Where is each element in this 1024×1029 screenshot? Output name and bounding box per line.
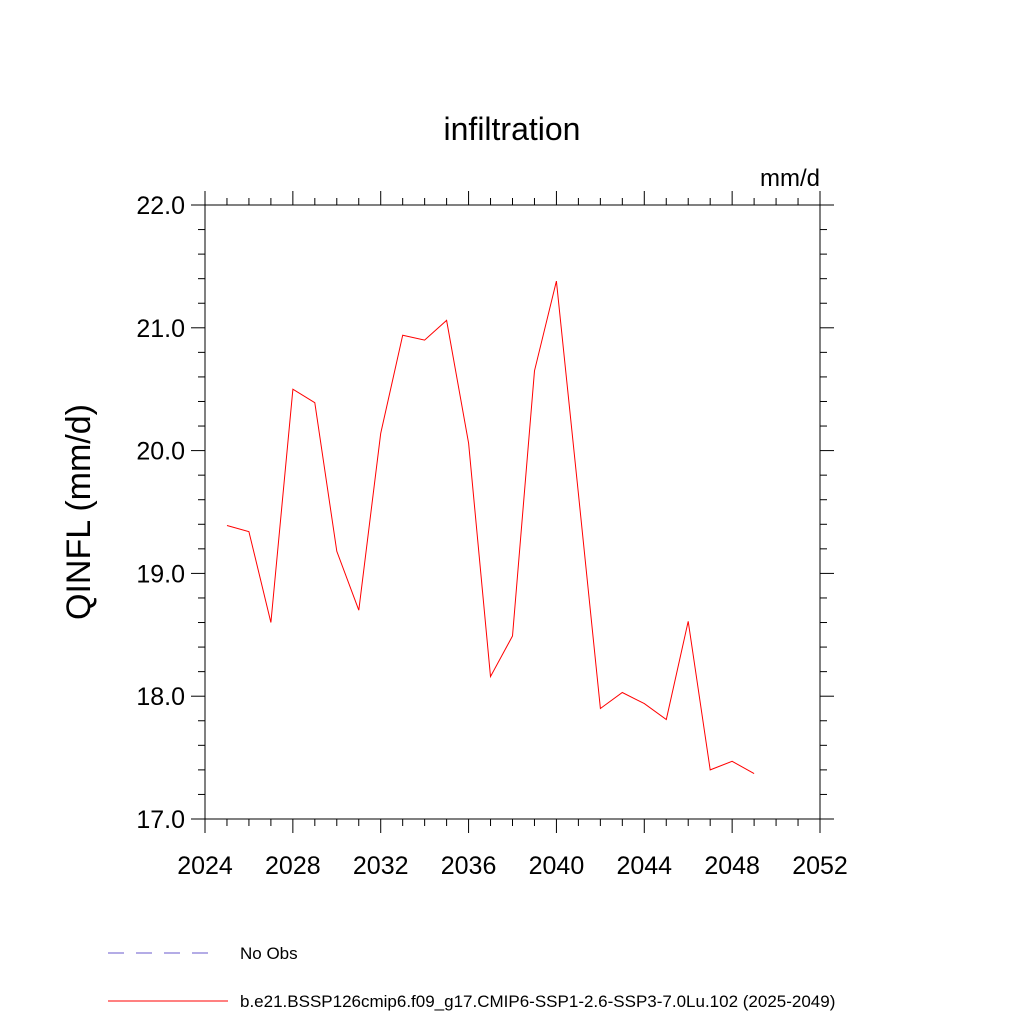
legend: No Obs b.e21.BSSP126cmip6.f09_g17.CMIP6-S…: [108, 944, 835, 1011]
axes: 2024 2028 2032 2036 2040 2044 2048 2052 17.0 18.0…: [136, 191, 848, 880]
y-tick-label: 21.0: [136, 315, 185, 343]
legend-label-1: b.e21.BSSP126cmip6.f09_g17.CMIP6-SSP1-2.…: [240, 992, 835, 1011]
legend-label-0: No Obs: [240, 944, 298, 963]
x-tick-label: 2048: [704, 852, 760, 880]
y-tick-label: 17.0: [136, 806, 185, 834]
series-lines: [226, 280, 755, 775]
x-tick-label: 2028: [265, 852, 321, 880]
x-tick-label: 2036: [441, 852, 497, 880]
y-tick-label: 18.0: [136, 683, 185, 711]
series-line-0: [226, 280, 755, 775]
y-tick-label: 19.0: [136, 560, 185, 588]
x-tick-label: 2024: [177, 852, 233, 880]
chart-title: infiltration: [444, 111, 581, 147]
x-tick-label: 2040: [529, 852, 585, 880]
y-tick-label: 22.0: [136, 192, 185, 220]
x-tick-label: 2044: [616, 852, 672, 880]
units-label: mm/d: [760, 165, 820, 192]
x-tick-label: 2052: [792, 852, 848, 880]
y-axis-label: QINFL (mm/d): [60, 404, 98, 620]
plot-frame: [204, 204, 821, 820]
x-tick-label: 2032: [353, 852, 409, 880]
y-tick-label: 20.0: [136, 438, 185, 466]
